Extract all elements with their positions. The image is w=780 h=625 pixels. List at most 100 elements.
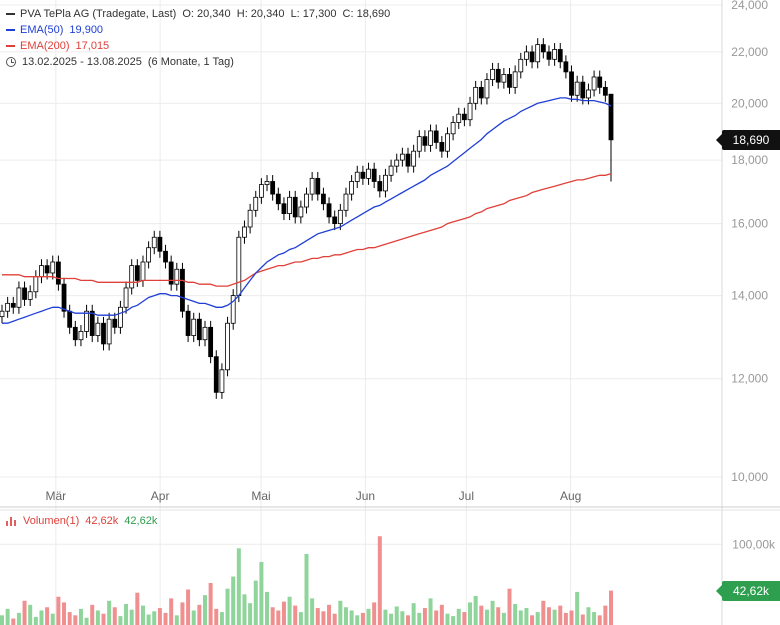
x-tick-label: Jun xyxy=(356,489,375,503)
volume-bar xyxy=(124,604,129,625)
candle-body xyxy=(258,184,264,198)
volume-bar xyxy=(33,616,38,625)
candle-body xyxy=(112,318,118,328)
clock-icon xyxy=(6,57,16,67)
volume-bar xyxy=(558,605,563,625)
candle-body xyxy=(106,318,112,345)
candle-body xyxy=(242,226,247,238)
candle-body xyxy=(72,326,78,341)
candle-body xyxy=(208,326,214,358)
volume-bar xyxy=(518,610,523,625)
volume-bar xyxy=(513,604,518,625)
volume-bar xyxy=(265,591,270,625)
ema50-swatch xyxy=(6,29,15,31)
candle-body xyxy=(467,102,473,121)
volume-bars-icon xyxy=(6,516,17,526)
candle-body xyxy=(337,209,343,225)
candle-body xyxy=(298,206,304,218)
candle-body xyxy=(39,265,44,278)
candles xyxy=(0,38,614,399)
candle-body xyxy=(490,68,495,80)
legend-range[interactable]: 13.02.2025 - 13.08.2025 (6 Monate, 1 Tag… xyxy=(6,54,390,70)
volume-bar xyxy=(287,596,292,625)
volume-bar xyxy=(146,614,151,625)
volume-bar xyxy=(163,612,168,625)
candle-body xyxy=(315,177,321,195)
candle-body xyxy=(524,51,529,60)
candle-body xyxy=(225,322,230,371)
volume-value-2: 42,62k xyxy=(124,515,158,527)
volume-bar xyxy=(276,610,281,625)
candle-body xyxy=(445,133,450,152)
volume-tick-label: 100,00k xyxy=(732,537,776,551)
candle-body xyxy=(275,193,281,205)
candle-body xyxy=(332,216,338,225)
candle-body xyxy=(456,113,462,123)
volume-bar xyxy=(50,613,55,625)
candle-body xyxy=(140,261,146,281)
volume-bar xyxy=(434,610,439,625)
volume-bar xyxy=(389,613,394,625)
volume-bar xyxy=(428,598,433,625)
candle-body xyxy=(349,181,355,195)
candle-body xyxy=(394,159,400,167)
legend-ema200[interactable]: EMA(200) 17,015 xyxy=(6,38,390,54)
candle-body xyxy=(191,318,197,336)
volume-bar xyxy=(507,588,512,625)
candle-body xyxy=(507,74,512,88)
candle-body xyxy=(377,181,383,192)
volume-bar xyxy=(321,611,326,625)
candle-body xyxy=(602,86,608,96)
candle-body xyxy=(586,89,591,99)
volume-bar xyxy=(56,596,61,625)
candle-body xyxy=(428,130,433,146)
candle-body xyxy=(535,44,541,63)
candle-body xyxy=(450,122,456,135)
candle-body xyxy=(399,153,405,161)
volume-bar xyxy=(174,615,179,625)
candle-body xyxy=(354,171,360,182)
volume-bar xyxy=(11,618,16,625)
volume-bar xyxy=(592,612,597,625)
volume-bar xyxy=(360,612,365,625)
volume-legend[interactable]: Volumen(1) 42,62k 42,62k xyxy=(6,515,157,527)
chart-legend: PVA TePla AG (Tradegate, Last) O: 20,340… xyxy=(6,6,390,70)
y-tick-label: 14,000 xyxy=(731,289,768,303)
candle-body xyxy=(33,276,39,293)
candle-body xyxy=(151,236,157,249)
volume-bar xyxy=(253,580,258,625)
volume-bar xyxy=(140,605,145,625)
volume-bar xyxy=(186,589,191,625)
instrument-title: PVA TePla AG (Tradegate, Last) xyxy=(20,8,177,20)
candle-body xyxy=(495,68,501,83)
candle-body xyxy=(552,49,558,60)
volume-bar xyxy=(22,600,27,625)
ema50-label: EMA(50) xyxy=(20,24,64,36)
y-axis-labels: 10,000 12,000 14,000 16,000 18,000 20,000 22,0… xyxy=(731,0,768,484)
volume-bar xyxy=(118,616,123,625)
date-range: 13.02.2025 - 13.08.2025 xyxy=(22,56,142,68)
volume-bar xyxy=(298,612,303,625)
last-price-tag: 18,690 xyxy=(716,129,780,150)
candle-body xyxy=(101,322,106,345)
volume-bar xyxy=(343,607,348,625)
legend-ema50[interactable]: EMA(50) 19,900 xyxy=(6,22,390,38)
y-tick-label: 12,000 xyxy=(731,372,768,386)
candle-body xyxy=(123,287,129,308)
volume-bar xyxy=(484,609,489,625)
candle-body xyxy=(247,209,253,228)
candle-body xyxy=(540,44,546,53)
volume-bar xyxy=(95,610,100,625)
candle-body xyxy=(287,196,292,214)
volume-bar xyxy=(310,598,315,625)
candle-body xyxy=(484,79,490,99)
ohlc-values: O: 20,340 H: 20,340 L: 17,300 C: 18,690 xyxy=(182,8,391,20)
x-axis-labels: Mär Apr Mai Jun Jul Aug xyxy=(45,489,581,503)
volume-bar xyxy=(451,616,456,625)
candle-body xyxy=(185,310,191,336)
volume-bar xyxy=(270,607,275,625)
volume-bar xyxy=(62,602,67,625)
volume-bar xyxy=(203,595,207,625)
period-label: (6 Monate, 1 Tag) xyxy=(147,56,234,68)
